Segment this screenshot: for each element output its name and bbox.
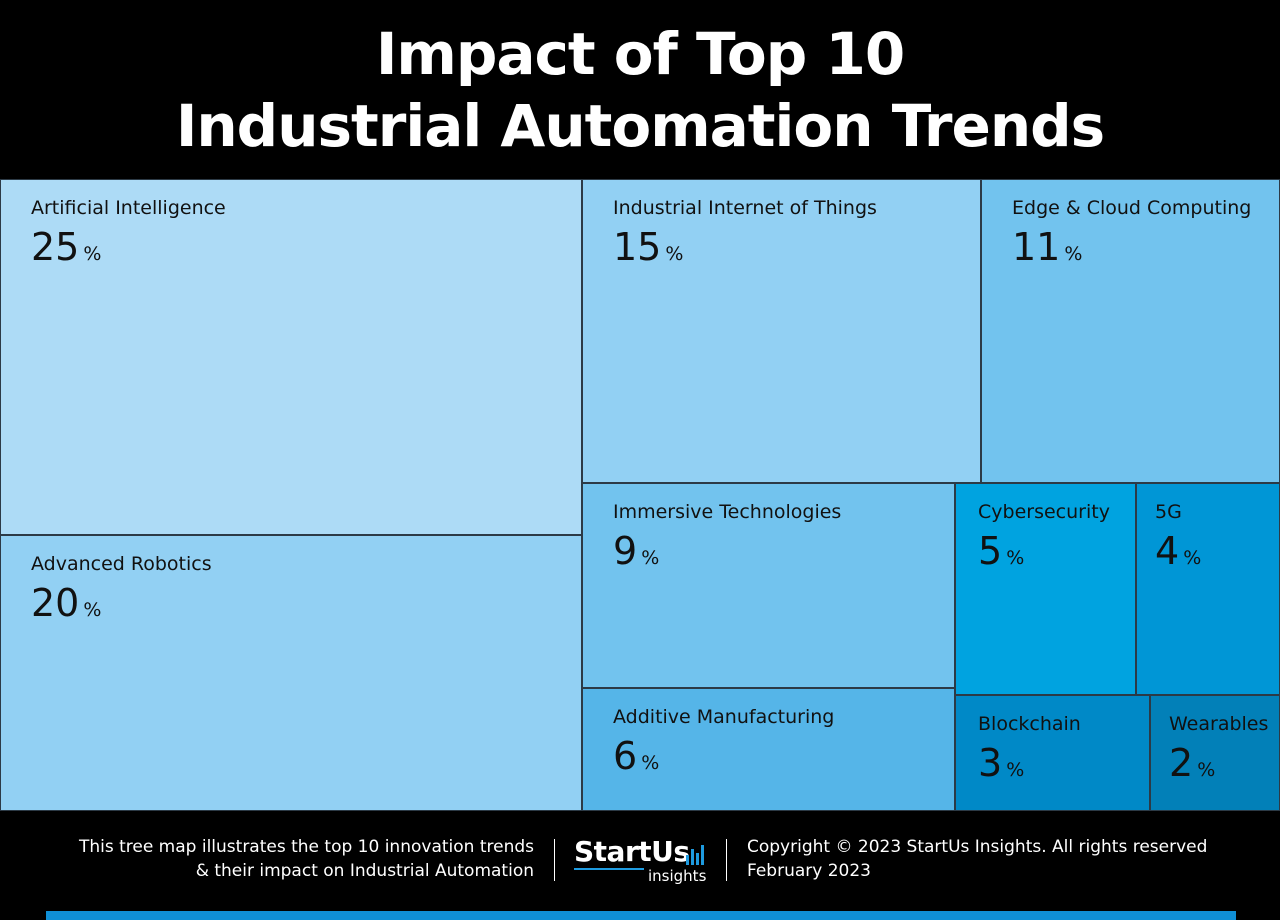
treemap-label-advanced-robotics: Advanced Robotics [31, 553, 212, 575]
treemap-label-wearables: Wearables [1169, 713, 1269, 735]
treemap: Artificial Intelligence 25% Advanced Robot… [0, 179, 1280, 811]
treemap-value-advanced-robotics: 20% [31, 581, 102, 625]
treemap-cell-immersive-technologies: Immersive Technologies 9% [582, 483, 955, 688]
footer: This tree map illustrates the top 10 inn… [0, 811, 1280, 920]
treemap-cell-advanced-robotics: Advanced Robotics 20% [0, 535, 582, 811]
treemap-value-5g: 4% [1155, 529, 1202, 573]
treemap-label-edge-cloud-computing: Edge & Cloud Computing [1012, 197, 1252, 219]
treemap-cell-cybersecurity: Cybersecurity 5% [955, 483, 1136, 695]
treemap-label-cybersecurity: Cybersecurity [978, 501, 1110, 523]
footer-description-line-1: This tree map illustrates the top 10 inn… [78, 837, 534, 857]
treemap-value-edge-cloud-computing: 11% [1012, 225, 1083, 269]
treemap-cell-5g: 5G 4% [1136, 483, 1280, 695]
footer-description: This tree map illustrates the top 10 inn… [14, 835, 534, 883]
treemap-value-additive-manufacturing: 6% [613, 734, 660, 778]
copyright-line-2: February 2023 [747, 861, 871, 881]
logo-sub-text: insights [648, 867, 707, 885]
startus-insights-logo: StartUs insights [574, 837, 710, 885]
footer-divider-left [554, 839, 555, 881]
bottom-accent-bar [46, 911, 1236, 920]
title-line-1: Impact of Top 10 [375, 20, 905, 88]
treemap-value-artificial-intelligence: 25% [31, 225, 102, 269]
treemap-value-industrial-internet-of-things: 15% [613, 225, 684, 269]
treemap-label-5g: 5G [1155, 501, 1182, 523]
footer-copyright: Copyright © 2023 StartUs Insights. All r… [747, 835, 1267, 883]
logo-brand-text: StartUs [574, 835, 690, 868]
treemap-cell-artificial-intelligence: Artificial Intelligence 25% [0, 179, 582, 535]
treemap-cell-blockchain: Blockchain 3% [955, 695, 1150, 811]
footer-description-line-2: & their impact on Industrial Automation [195, 861, 534, 881]
treemap-cell-edge-cloud-computing: Edge & Cloud Computing 11% [981, 179, 1280, 483]
treemap-cell-wearables: Wearables 2% [1150, 695, 1280, 811]
treemap-cell-industrial-internet-of-things: Industrial Internet of Things 15% [582, 179, 981, 483]
treemap-cell-additive-manufacturing: Additive Manufacturing 6% [582, 688, 955, 811]
treemap-label-additive-manufacturing: Additive Manufacturing [613, 706, 835, 728]
treemap-value-blockchain: 3% [978, 741, 1025, 785]
treemap-label-blockchain: Blockchain [978, 713, 1081, 735]
footer-divider-right [726, 839, 727, 881]
treemap-label-industrial-internet-of-things: Industrial Internet of Things [613, 197, 877, 219]
title-line-2: Industrial Automation Trends [175, 92, 1105, 160]
treemap-value-immersive-technologies: 9% [613, 529, 660, 573]
treemap-label-artificial-intelligence: Artificial Intelligence [31, 197, 226, 219]
logo-underline [574, 868, 644, 870]
treemap-value-cybersecurity: 5% [978, 529, 1025, 573]
copyright-line-1: Copyright © 2023 StartUs Insights. All r… [747, 837, 1208, 857]
treemap-value-wearables: 2% [1169, 741, 1216, 785]
treemap-label-immersive-technologies: Immersive Technologies [613, 501, 842, 523]
chart-title: Impact of Top 10 Industrial Automation T… [0, 18, 1280, 162]
